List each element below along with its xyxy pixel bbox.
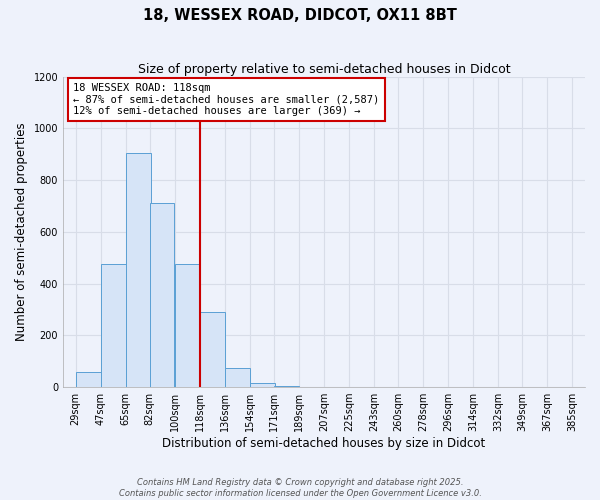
X-axis label: Distribution of semi-detached houses by size in Didcot: Distribution of semi-detached houses by … xyxy=(163,437,485,450)
Bar xyxy=(150,204,175,387)
Title: Size of property relative to semi-detached houses in Didcot: Size of property relative to semi-detach… xyxy=(138,62,511,76)
Bar xyxy=(126,153,151,387)
Text: 18, WESSEX ROAD, DIDCOT, OX11 8BT: 18, WESSEX ROAD, DIDCOT, OX11 8BT xyxy=(143,8,457,22)
Y-axis label: Number of semi-detached properties: Number of semi-detached properties xyxy=(15,122,28,341)
Bar xyxy=(101,264,125,387)
Bar xyxy=(200,312,225,387)
Bar xyxy=(175,264,200,387)
Bar xyxy=(250,383,275,387)
Bar xyxy=(225,368,250,387)
Text: 18 WESSEX ROAD: 118sqm
← 87% of semi-detached houses are smaller (2,587)
12% of : 18 WESSEX ROAD: 118sqm ← 87% of semi-det… xyxy=(73,83,380,116)
Text: Contains HM Land Registry data © Crown copyright and database right 2025.
Contai: Contains HM Land Registry data © Crown c… xyxy=(119,478,481,498)
Bar xyxy=(274,386,299,387)
Bar xyxy=(76,372,101,387)
